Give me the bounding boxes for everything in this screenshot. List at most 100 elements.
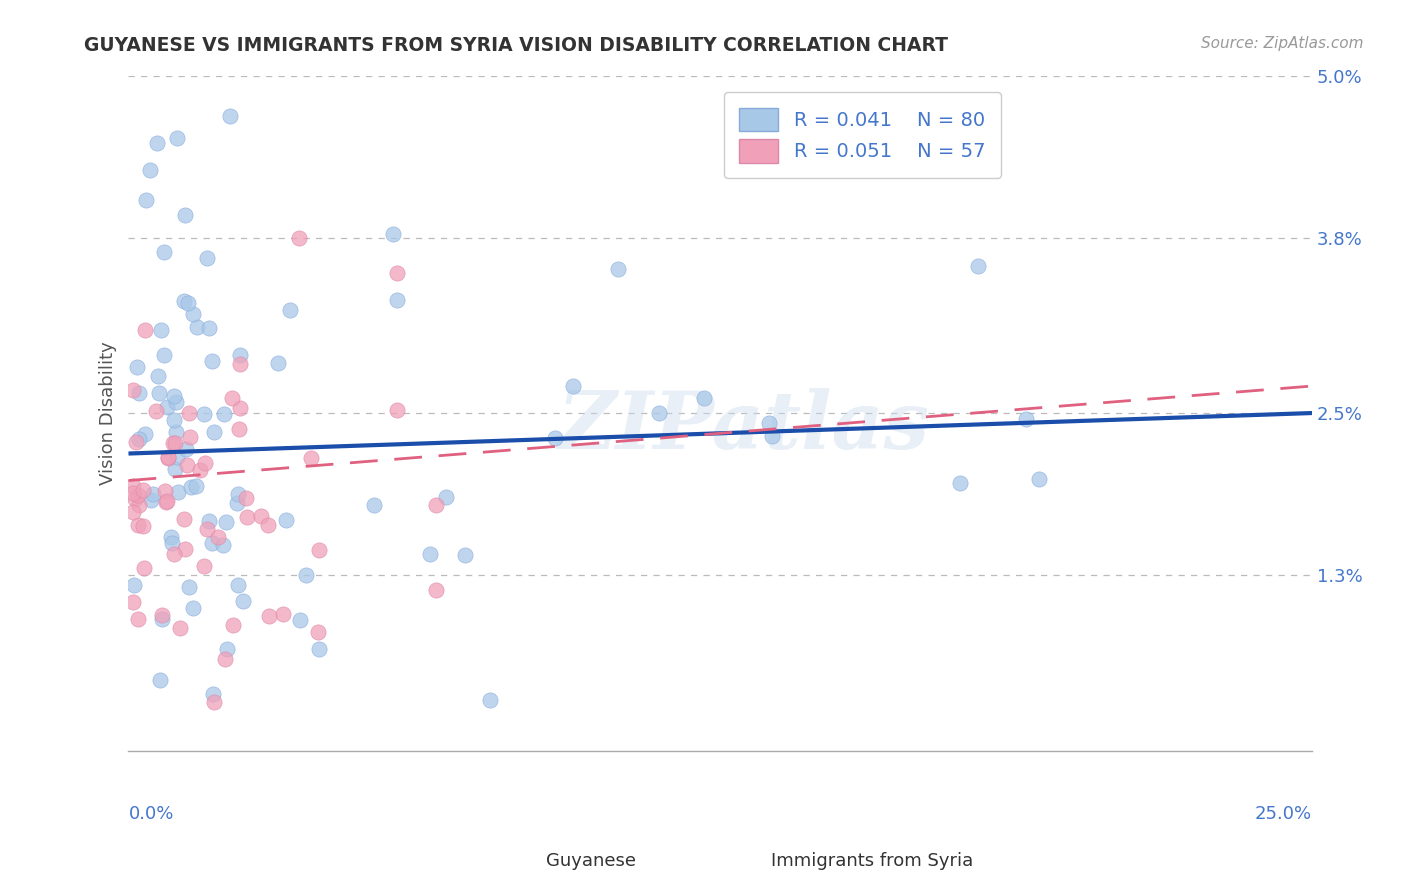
Point [163, 389, 186, 403]
Point [145, 403, 167, 417]
Point [201, 536, 224, 550]
Point [221, 391, 243, 405]
Point [607, 262, 630, 277]
Point [1015, 412, 1038, 426]
Point [308, 641, 330, 656]
Point [156, 450, 179, 464]
Point [195, 251, 218, 265]
Point [295, 567, 318, 582]
Y-axis label: Vision Disability: Vision Disability [100, 341, 117, 485]
Point [165, 462, 187, 476]
Point [215, 515, 238, 529]
Point [122, 595, 145, 609]
Point [544, 431, 567, 445]
Text: 25.0%: 25.0% [1256, 805, 1312, 822]
Point [150, 607, 173, 622]
Point [132, 483, 155, 497]
Point [257, 609, 280, 624]
Point [139, 163, 162, 178]
Point [188, 463, 211, 477]
Point [177, 295, 200, 310]
Point [150, 612, 173, 626]
Point [693, 391, 716, 405]
Point [201, 354, 224, 368]
Point [250, 508, 273, 523]
Point [195, 522, 218, 536]
Point [128, 432, 150, 446]
Point [235, 491, 257, 506]
Point [184, 479, 207, 493]
Point [202, 687, 225, 701]
Point [146, 368, 169, 383]
Point [181, 600, 204, 615]
Point [153, 484, 176, 499]
Point [162, 436, 184, 450]
Point [122, 578, 145, 592]
Point [160, 535, 183, 549]
Point [193, 408, 215, 422]
Point [215, 641, 238, 656]
Point [202, 425, 225, 439]
Point [146, 136, 169, 150]
Point [288, 613, 311, 627]
Text: Guyanese: Guyanese [546, 852, 636, 870]
Point [194, 456, 217, 470]
Point [166, 131, 188, 145]
Point [179, 580, 201, 594]
Point [207, 530, 229, 544]
Point [169, 622, 191, 636]
Point [219, 109, 242, 123]
Point [122, 479, 145, 493]
Point [131, 519, 153, 533]
Point [288, 230, 311, 244]
Point [266, 356, 288, 370]
Point [307, 624, 329, 639]
Point [176, 442, 198, 457]
Point [229, 401, 252, 416]
Point [127, 612, 149, 626]
Point [142, 487, 165, 501]
Point [134, 323, 156, 337]
Point [761, 429, 783, 443]
Point [153, 348, 176, 362]
Point [179, 430, 201, 444]
Point [166, 484, 188, 499]
Point [425, 498, 447, 512]
Point [122, 505, 145, 519]
Legend: R = 0.041    N = 80, R = 0.051    N = 57: R = 0.041 N = 80, R = 0.051 N = 57 [724, 92, 1001, 178]
Point [181, 307, 204, 321]
Point [949, 475, 972, 490]
Point [967, 259, 990, 273]
Point [211, 538, 233, 552]
Point [125, 359, 148, 374]
Point [232, 594, 254, 608]
Text: GUYANESE VS IMMIGRANTS FROM SYRIA VISION DISABILITY CORRELATION CHART: GUYANESE VS IMMIGRANTS FROM SYRIA VISION… [84, 36, 949, 54]
Point [148, 385, 170, 400]
Point [163, 547, 186, 561]
Point [363, 499, 385, 513]
Point [174, 542, 197, 557]
Point [198, 514, 221, 528]
Point [299, 450, 322, 465]
Point [149, 673, 172, 687]
Point [198, 321, 221, 335]
Point [176, 458, 198, 473]
Point [125, 434, 148, 449]
Point [228, 487, 250, 501]
Point [165, 394, 187, 409]
Text: Immigrants from Syria: Immigrants from Syria [770, 852, 973, 870]
Point [381, 227, 404, 241]
Point [193, 558, 215, 573]
Text: Source: ZipAtlas.com: Source: ZipAtlas.com [1201, 36, 1364, 51]
Point [156, 401, 179, 415]
Point [562, 379, 585, 393]
Point [214, 652, 236, 666]
Point [229, 357, 252, 371]
Point [478, 692, 501, 706]
Point [153, 244, 176, 259]
Point [166, 450, 188, 464]
Point [225, 495, 247, 509]
Point [274, 513, 297, 527]
Point [308, 543, 330, 558]
Point [385, 266, 408, 280]
